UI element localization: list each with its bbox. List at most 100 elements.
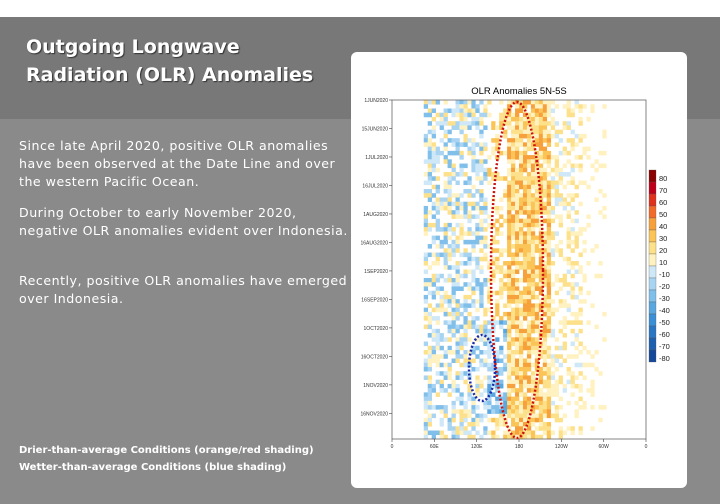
heatmap-cell [574, 375, 579, 380]
y-tick-label: 16OCT2020 [361, 354, 388, 360]
heatmap-cell [526, 277, 532, 283]
heatmap-cell [495, 409, 500, 414]
heatmap-cell [522, 167, 528, 173]
heatmap-cell [463, 163, 468, 169]
heatmap-cell [459, 400, 464, 406]
heatmap-cell [566, 244, 571, 249]
heatmap-cell [491, 392, 496, 397]
heatmap-cell [546, 371, 552, 376]
colorbar-swatch [648, 289, 657, 303]
heatmap-cell [570, 265, 575, 270]
heatmap-cell [562, 430, 567, 436]
heatmap-cell [522, 142, 528, 147]
heatmap-cell [435, 273, 440, 279]
heatmap-cell [526, 350, 532, 355]
heatmap-cell [566, 214, 571, 219]
heatmap-cell [511, 400, 516, 406]
heatmap-cell [435, 320, 440, 325]
heatmap-cell [443, 294, 448, 300]
heatmap-cell [530, 311, 536, 317]
heatmap-cell [423, 396, 429, 402]
heatmap-cell [578, 307, 583, 313]
heatmap-cell [542, 121, 548, 126]
heatmap-cell [463, 231, 468, 236]
note-wetter: Wetter-than-average Conditions (blue sha… [19, 462, 287, 473]
heatmap-cell [475, 163, 480, 169]
heatmap-cell [447, 328, 452, 334]
heatmap-cell [443, 227, 448, 232]
heatmap-cell [566, 269, 571, 275]
heatmap-cell [507, 116, 512, 122]
heatmap-cell [487, 341, 492, 347]
heatmap-cell [578, 311, 583, 317]
heatmap-cell [451, 350, 456, 355]
colorbar-label: -80 [659, 354, 670, 363]
heatmap-cell [578, 155, 583, 160]
heatmap-cell [447, 248, 452, 253]
heatmap-cell [471, 146, 476, 152]
heatmap-cell [423, 277, 429, 283]
heatmap-cell [459, 193, 464, 198]
heatmap-cell [562, 273, 567, 279]
heatmap-cell [483, 426, 488, 431]
heatmap-cell [570, 430, 575, 436]
heatmap-cell [487, 100, 492, 105]
heatmap-cell [534, 405, 540, 410]
heatmap-cell [511, 422, 516, 427]
heatmap-cell [475, 167, 480, 173]
heatmap-cell [558, 345, 563, 351]
heatmap-cell [546, 307, 552, 313]
heatmap-cell [463, 269, 468, 275]
heatmap-cell [423, 193, 429, 198]
heatmap-cell [515, 375, 520, 380]
heatmap-cell [558, 375, 563, 380]
heatmap-cell [530, 116, 536, 122]
heatmap-cell [546, 133, 552, 139]
heatmap-cell [602, 129, 607, 135]
heatmap-cell [511, 244, 516, 249]
heatmap-cell [590, 104, 595, 109]
heatmap-cell [550, 299, 556, 304]
heatmap-cell [495, 417, 500, 423]
heatmap-cell [507, 328, 512, 334]
heatmap-cell [511, 197, 516, 202]
heatmap-cell [443, 231, 448, 236]
heatmap-cell [443, 239, 448, 245]
heatmap-cell [483, 413, 488, 419]
heatmap-cell [515, 379, 520, 385]
heatmap-cell [495, 434, 500, 440]
heatmap-cell [534, 413, 540, 419]
heatmap-cell [562, 320, 567, 325]
heatmap-cell [467, 269, 472, 275]
heatmap-cell [427, 366, 432, 372]
heatmap-cell [582, 180, 587, 186]
heatmap-cell [574, 316, 579, 321]
heatmap-cell [574, 100, 579, 105]
heatmap-cell [471, 409, 476, 414]
heatmap-cell [491, 316, 496, 321]
heatmap-cell [570, 375, 575, 380]
heatmap-cell [602, 205, 607, 211]
y-tick-label: 15JUN2020 [362, 126, 389, 132]
heatmap-cell [467, 383, 472, 389]
heatmap-cell [519, 227, 524, 232]
heatmap-cell [443, 146, 448, 152]
heatmap-cell [546, 409, 552, 414]
heatmap-cell [515, 417, 520, 423]
heatmap-cell [519, 350, 524, 355]
heatmap-cell [566, 354, 571, 359]
heatmap-cell [534, 184, 540, 190]
heatmap-cell [519, 294, 524, 300]
heatmap-cell [431, 155, 436, 160]
heatmap-cell [546, 299, 552, 304]
heatmap-cell [554, 366, 559, 372]
heatmap-cell [554, 413, 559, 419]
heatmap-cell [538, 193, 544, 198]
heatmap-cell [507, 231, 512, 236]
heatmap-cell [443, 375, 448, 380]
heatmap-cell [451, 316, 456, 321]
heatmap-cell [570, 286, 575, 291]
heatmap-cell [507, 227, 512, 232]
heatmap-cell [586, 155, 591, 160]
heatmap-cell [522, 400, 528, 406]
